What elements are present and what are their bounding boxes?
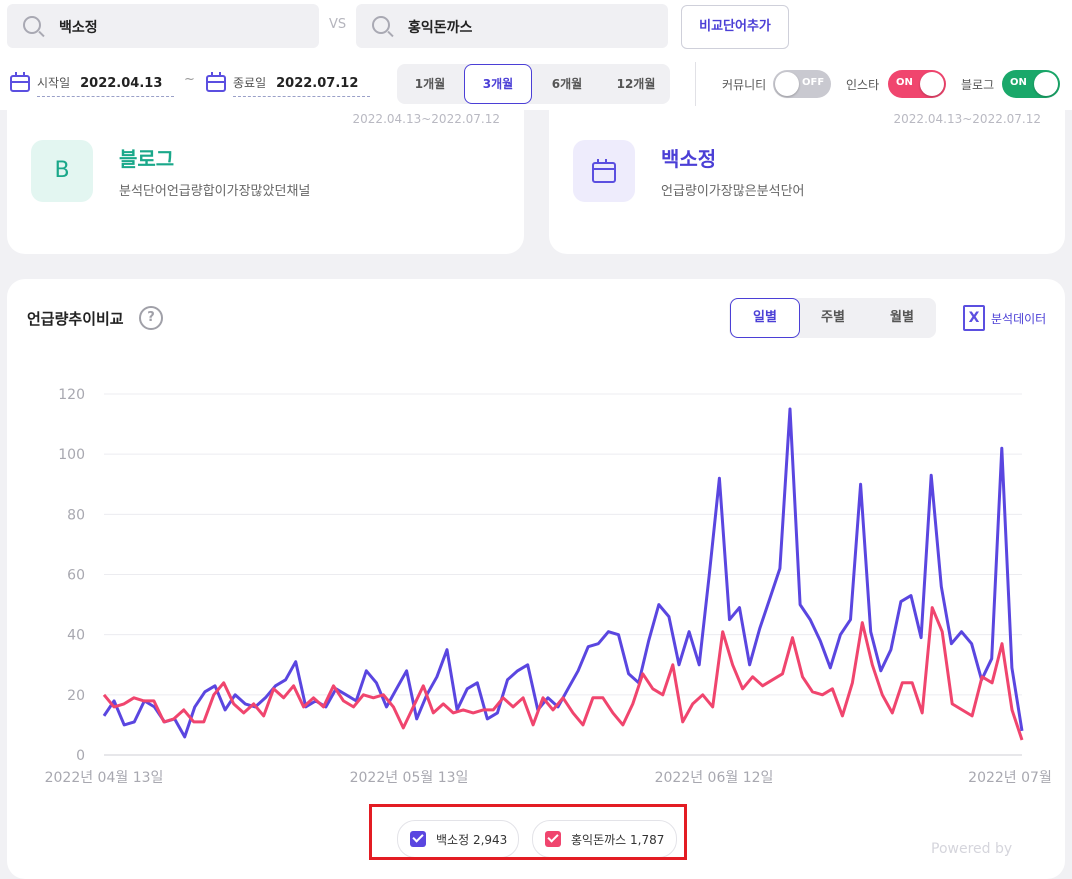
y-tick-label: 0 [76, 748, 85, 764]
search-bar: 백소정 VS 홍익돈까스 비교단어추가 [0, 0, 1072, 56]
search-input-1[interactable]: 백소정 [7, 4, 319, 48]
trend-line-chart: 0 20 40 60 80 100 120 2022년 04월 13일 2022년 05월 1… [45, 387, 1052, 786]
y-tick-label: 60 [67, 568, 85, 584]
blog-b-icon: B [31, 140, 93, 202]
granularity-selector: 일별 주별 월별 [729, 298, 936, 338]
x-tick-label: 2022년 04월 13일 [45, 770, 164, 786]
divider [695, 62, 696, 106]
period-selector: 1개월 3개월 6개월 12개월 [397, 64, 670, 104]
granularity-daily[interactable]: 일별 [730, 298, 800, 338]
highlight-box [369, 804, 687, 860]
mention-trend-panel: 언급량추이비교 ? 일별 주별 월별 X 분석데이터 0 20 40 60 80 100 1… [7, 279, 1065, 879]
search-icon [372, 16, 390, 34]
vs-label: VS [329, 17, 347, 32]
series-line-hongikdonkkaseu [102, 606, 1024, 741]
end-date-field[interactable]: 종료일 2022.07.12 [233, 72, 370, 97]
legend-label: 홍익돈까스 1,787 [571, 833, 665, 847]
toggle-state: ON [896, 77, 913, 88]
insta-toggle[interactable]: ON [888, 70, 946, 98]
toggle-knob [1034, 72, 1058, 96]
top-term-card: 2022.04.13~2022.07.12 백소정 언급량이가장많은분석단어 [549, 110, 1065, 254]
toggle-state: ON [1010, 77, 1027, 88]
period-6-month[interactable]: 6개월 [551, 77, 583, 91]
start-date-label: 시작일 [37, 76, 71, 90]
toggle-label-community: 커뮤니티 [722, 78, 767, 92]
toggle-label-insta: 인스타 [846, 78, 880, 92]
date-filter-row: 시작일 2022.04.13 ~ 종료일 2022.07.12 1개월 3개월 6개… [0, 56, 1072, 110]
card-title: 백소정 [661, 147, 717, 171]
toggle-knob [920, 72, 944, 96]
calendar-icon [10, 72, 30, 92]
checkbox-icon [410, 831, 426, 847]
legend-label: 백소정 2,943 [436, 833, 508, 847]
date-separator: ~ [184, 72, 195, 87]
checkbox-icon [545, 831, 561, 847]
start-date-value: 2022.04.13 [80, 76, 163, 91]
add-compare-term-button[interactable]: 비교단어추가 [681, 5, 789, 49]
end-date-value: 2022.07.12 [276, 76, 359, 91]
series-line-baeksojeong [102, 407, 1024, 739]
top-channel-card: 2022.04.13~2022.07.12 B 블로그 분석단어언급량합이가장많… [7, 110, 524, 254]
y-tick-label: 80 [67, 507, 85, 523]
search-icon [23, 16, 41, 34]
y-tick-label: 40 [67, 628, 85, 644]
granularity-weekly[interactable]: 주별 [821, 310, 845, 325]
card-subtitle: 분석단어언급량합이가장많았던채널 [119, 184, 311, 199]
y-tick-label: 120 [58, 387, 85, 403]
x-tick-label: 2022년 07월 [968, 770, 1052, 786]
y-tick-label: 100 [58, 447, 85, 463]
card-title: 블로그 [119, 147, 175, 171]
card-date-range: 2022.04.13~2022.07.12 [893, 112, 1041, 126]
search-term-2: 홍익돈까스 [408, 20, 473, 36]
legend-item-baeksojeong[interactable]: 백소정 2,943 [397, 820, 519, 858]
card-date-range: 2022.04.13~2022.07.12 [352, 112, 500, 126]
search-input-2[interactable]: 홍익돈까스 [356, 4, 668, 48]
start-date-field[interactable]: 시작일 2022.04.13 [37, 72, 174, 97]
search-term-1: 백소정 [59, 20, 98, 36]
blog-toggle[interactable]: ON [1002, 70, 1060, 98]
x-tick-label: 2022년 05월 13일 [350, 770, 469, 786]
toggle-label-blog: 블로그 [961, 78, 995, 92]
y-tick-label: 20 [67, 688, 85, 704]
toggle-state: OFF [802, 77, 825, 88]
x-tick-label: 2022년 06월 12일 [655, 770, 774, 786]
calendar-icon-box [573, 140, 635, 202]
card-subtitle: 언급량이가장많은분석단어 [661, 184, 805, 199]
calendar-icon [206, 72, 226, 92]
calendar-icon [592, 159, 616, 183]
excel-icon: X [963, 305, 985, 331]
legend-item-hongikdonkkaseu[interactable]: 홍익돈까스 1,787 [532, 820, 677, 858]
period-1-month[interactable]: 1개월 [414, 77, 446, 91]
export-data-label: 분석데이터 [991, 312, 1047, 326]
period-12-month[interactable]: 12개월 [616, 77, 656, 91]
powered-by-label: Powered by [931, 841, 1013, 857]
period-3-month[interactable]: 3개월 [464, 64, 532, 104]
toggle-knob [775, 72, 799, 96]
end-date-label: 종료일 [233, 76, 267, 90]
help-icon[interactable]: ? [139, 306, 163, 330]
community-toggle[interactable]: OFF [773, 70, 831, 98]
granularity-monthly[interactable]: 월별 [890, 310, 914, 325]
panel-title: 언급량추이비교 [27, 310, 124, 328]
